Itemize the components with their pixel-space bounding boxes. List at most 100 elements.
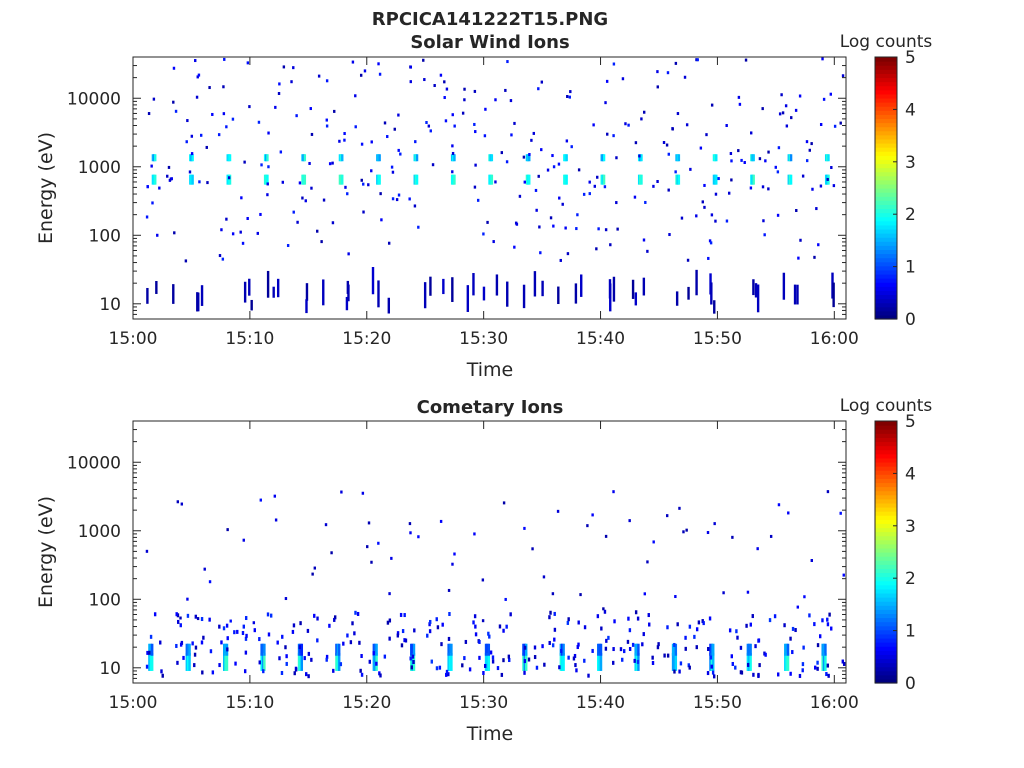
x-tick-label: 15:50 [693, 329, 742, 349]
heatmap-cell [148, 652, 151, 671]
heatmap-cell [191, 641, 194, 646]
heatmap-cell [447, 636, 451, 641]
heatmap-cell [491, 659, 495, 664]
heatmap-cell [709, 643, 712, 656]
heatmap-cell [815, 207, 818, 211]
heatmap-cell [386, 620, 390, 625]
heatmap-cell [377, 62, 380, 66]
colorbar-segment [875, 560, 897, 565]
heatmap-cell [570, 145, 573, 149]
heatmap-cell [146, 650, 149, 655]
heatmap-cell [652, 184, 655, 188]
colorbar-tick-label: 5 [905, 412, 916, 432]
heatmap-cell [796, 284, 799, 305]
heatmap-cell [148, 650, 151, 655]
heatmap-cell [426, 633, 429, 638]
heatmap-cell [290, 80, 293, 84]
heatmap-cell [429, 276, 432, 296]
heatmap-cell [821, 643, 824, 656]
heatmap-cell [730, 178, 733, 182]
heatmap-cell [356, 611, 360, 616]
heatmap-cell [713, 300, 716, 314]
heatmap-cell [552, 165, 556, 169]
colorbar-tick-label: 0 [905, 674, 916, 694]
colorbar-segment [875, 674, 897, 680]
heatmap-cell [606, 132, 609, 136]
colorbar-frame [874, 420, 898, 684]
heatmap-cell [248, 278, 251, 296]
heatmap-cell [573, 653, 577, 658]
heatmap-cell [336, 652, 340, 671]
heatmap-cell [702, 621, 705, 626]
heatmap-cell [486, 643, 489, 656]
heatmap-cell [154, 174, 157, 185]
heatmap-cell [776, 170, 780, 174]
heatmap-cell [604, 101, 607, 105]
colorbar-segment [875, 278, 897, 283]
heatmap-cell [472, 620, 475, 625]
y-tick-label: 100 [89, 590, 121, 610]
heatmap-cell [557, 162, 561, 166]
heatmap-cell [810, 142, 813, 146]
colorbar-segment [875, 196, 897, 201]
heatmap-cell [218, 254, 222, 258]
heatmap-cell [346, 192, 349, 196]
heatmap-cell [643, 110, 646, 114]
heatmap-cell [762, 219, 765, 223]
heatmap-cell [621, 657, 624, 662]
heatmap-cell [827, 673, 830, 678]
heatmap-cell [657, 642, 660, 647]
y-tick-label: 10 [99, 295, 121, 315]
heatmap-cell [523, 659, 527, 664]
heatmap-cell [748, 643, 751, 656]
heatmap-cell [574, 283, 578, 304]
heatmap-cell [751, 614, 754, 619]
heatmap-cell [490, 174, 494, 185]
heatmap-cell [388, 618, 392, 623]
heatmap-cell [605, 638, 608, 643]
heatmap-cell [233, 630, 236, 635]
heatmap-cell [299, 643, 302, 656]
heatmap-cell [746, 643, 750, 656]
heatmap-cell [522, 643, 525, 656]
heatmap-cell [667, 152, 670, 156]
colorbar-segment [875, 637, 897, 643]
heatmap-cell [673, 642, 676, 647]
heatmap-cell [451, 170, 454, 174]
heatmap-cell [296, 220, 299, 224]
heatmap-cell [244, 650, 248, 655]
heatmap-cell [203, 567, 206, 571]
heatmap-cell [231, 232, 235, 236]
heatmap-cell [453, 552, 456, 556]
heatmap-cell [739, 645, 743, 650]
heatmap-cell [447, 588, 451, 592]
heatmap-cell [473, 614, 477, 619]
heatmap-cell [228, 154, 232, 162]
heatmap-cell [281, 634, 284, 639]
heatmap-cell [786, 643, 790, 656]
heatmap-cell [258, 660, 261, 665]
heatmap-cell [826, 622, 830, 627]
heatmap-cell [693, 634, 696, 639]
heatmap-cell [580, 274, 583, 297]
heatmap-cell [306, 628, 310, 633]
heatmap-cell [666, 625, 669, 630]
heatmap-cell [515, 222, 519, 226]
heatmap-cell [370, 140, 373, 144]
heatmap-cell [428, 629, 432, 634]
heatmap-cell [445, 669, 449, 674]
heatmap-cell [297, 643, 301, 656]
heatmap-cell [359, 73, 363, 77]
heatmap-cell [841, 659, 844, 664]
heatmap-cell [523, 670, 526, 675]
heatmap-cell [198, 180, 201, 184]
heatmap-cell [277, 92, 281, 96]
heatmap-cell [824, 652, 827, 671]
heatmap-cell [805, 159, 809, 163]
heatmap-cell [226, 528, 229, 532]
colorbar-segment [875, 597, 897, 602]
colorbar-segment [875, 183, 897, 189]
heatmap-cell [474, 163, 477, 167]
heatmap-cell [200, 640, 204, 645]
y-tick-label: 10000 [67, 89, 121, 109]
